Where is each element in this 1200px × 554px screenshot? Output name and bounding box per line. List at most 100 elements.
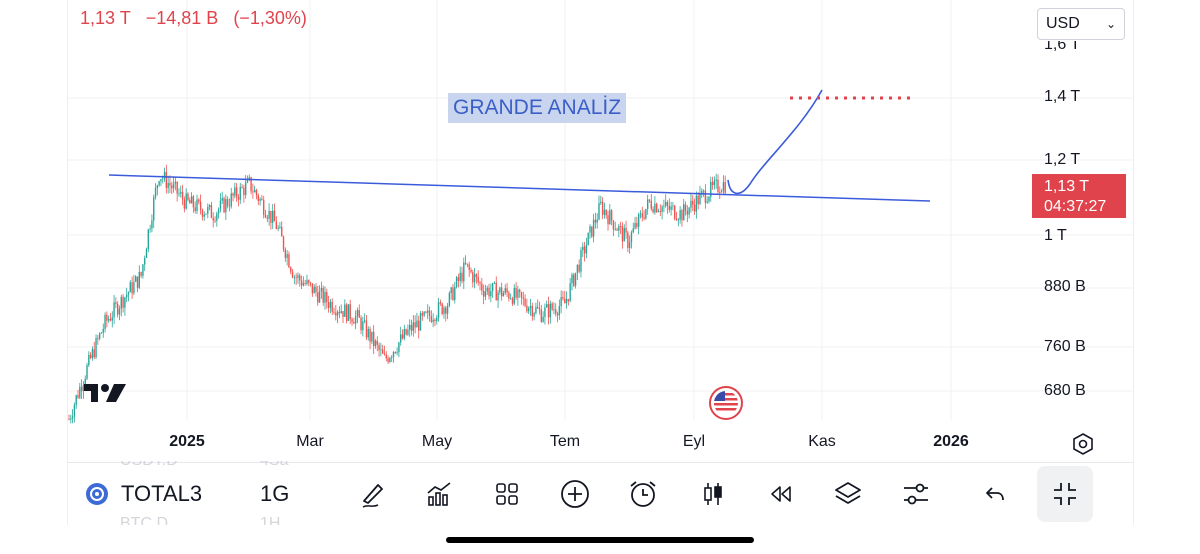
candle-body [286,254,288,258]
candle-body [715,179,717,181]
object-tree-button[interactable] [828,474,868,514]
candle-body [446,306,449,314]
candle-body [396,352,398,353]
candle-body [702,190,705,192]
candle-body [124,297,126,308]
candle-body [594,219,597,223]
candle-body [580,250,582,272]
header-change: −14,81 B [145,8,219,28]
candle-body [176,181,178,194]
candle-body [160,179,162,182]
candle-body [475,274,478,277]
us-flag-events-icon[interactable] [707,386,745,420]
alerts-button[interactable] [623,474,663,514]
interval-selector[interactable]: 1G [260,481,290,506]
currency-select[interactable]: USD ⌄ [1037,8,1125,40]
candle-body [300,280,303,286]
drawing-tools-button[interactable] [353,474,393,514]
candle-body [542,316,544,322]
candle-body [717,179,719,192]
candle-body [232,193,234,196]
candle-body [239,186,241,200]
candle-body [526,305,528,312]
candle-body [246,179,249,183]
candle-body [576,264,579,273]
chart-grid [68,0,1133,420]
candle-body [136,276,139,288]
candle-body [517,289,519,298]
candle-body [684,204,687,211]
candle-body [663,205,665,207]
candle-body [253,190,256,193]
y-tick-label: 1,6 T [1044,36,1081,53]
candle-body [257,195,259,201]
indicators-icon [427,482,451,506]
resistance-trendline[interactable] [108,174,931,202]
candle-body [338,311,341,314]
candle-body [461,272,463,282]
projection-curve[interactable] [727,89,823,195]
candle-body [178,193,180,195]
candle-body [212,217,214,221]
candle-body [441,303,443,314]
candle-body [459,272,461,281]
candle-body [333,311,335,313]
candle-body [376,340,378,345]
candle-body [235,187,238,198]
candle-body [695,195,698,212]
candle-body [111,317,113,321]
candle-body [537,306,539,309]
candle-body [374,340,377,347]
candle-body [636,223,638,227]
symbol-selector[interactable]: TOTAL3 [121,481,203,506]
candle-body [390,357,393,359]
chart-properties-button[interactable] [896,474,936,514]
candle-body [661,206,663,212]
candle-body [154,188,157,198]
replay-button[interactable] [761,474,801,514]
candle-body [381,349,384,354]
fullscreen-exit-button[interactable] [1037,466,1093,522]
candle-body [268,210,270,219]
candle-body [630,232,633,243]
add-button[interactable] [555,474,595,514]
candle-body [358,310,360,318]
candle-body [102,328,104,333]
candle-body [437,302,440,318]
undo-button[interactable] [975,474,1015,514]
candle-body [380,349,382,351]
candle-body [302,283,305,286]
indicators-button[interactable] [419,474,459,514]
candle-body [470,269,472,273]
candle-body [107,318,110,321]
candle-body [605,209,607,216]
candle-body [208,204,211,208]
chart-settings-icon[interactable] [1071,432,1095,456]
candle-body [68,419,70,420]
candle-body [657,211,660,213]
candle-body [637,214,640,227]
chart-type-button[interactable] [693,474,733,514]
candle-body [511,298,514,304]
candle-body [427,310,429,313]
candle-body [151,220,153,229]
candle-body [509,298,512,300]
candle-body [473,274,476,283]
candle-body [493,282,496,284]
candle-body [421,313,424,316]
candle-body [262,199,265,215]
layout-button[interactable] [487,474,527,514]
candle-body [372,331,375,347]
x-tick-label: May [421,433,453,450]
candle-body [77,395,79,398]
candle-body [145,248,148,259]
y-tick-label: 760 B [1044,338,1086,355]
candle-body [609,210,611,225]
candle-body [686,210,689,215]
candle-body [668,205,671,210]
candle-body [551,303,553,310]
candle-body [466,263,469,265]
candle-body [225,199,227,213]
text-annotation[interactable]: GRANDE ANALİZ [448,93,627,123]
